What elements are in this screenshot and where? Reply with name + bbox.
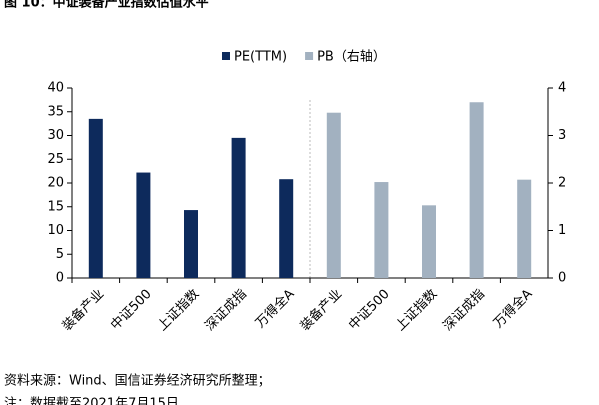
x-tick-label: 装备产业	[59, 286, 107, 334]
bar	[136, 172, 151, 278]
x-tick-label: 深证成指	[441, 287, 488, 334]
x-tick-label: 上证指数	[155, 287, 202, 334]
x-tick-label: 中证500	[346, 287, 393, 334]
legend-label: PB（右轴）	[317, 50, 386, 65]
y2-tick-label: 1	[558, 223, 566, 238]
legend-swatch	[222, 52, 230, 60]
x-tick-label: 装备产业	[297, 286, 345, 334]
y-tick-label: 15	[47, 199, 64, 214]
y-tick-label: 35	[47, 104, 64, 119]
y2-tick-label: 4	[558, 81, 566, 96]
bar	[88, 118, 103, 278]
bar	[374, 182, 389, 278]
x-tick-label: 上证指数	[393, 287, 440, 334]
y-tick-label: 20	[47, 176, 64, 191]
y2-tick-label: 3	[558, 128, 566, 143]
y-tick-label: 40	[47, 81, 64, 96]
note: 注：数据截至2021年7月15日	[4, 397, 179, 405]
chart-title: 图 10：中证装备产业指数估值水平	[4, 0, 209, 11]
bar	[279, 179, 294, 278]
x-tick-label: 万得全A	[252, 286, 297, 331]
y2-tick-label: 2	[558, 176, 566, 191]
bar	[326, 112, 341, 278]
bar	[184, 210, 198, 278]
y-tick-label: 30	[47, 128, 64, 143]
y-tick-label: 5	[56, 247, 64, 262]
bar	[517, 179, 532, 278]
bar	[469, 102, 484, 278]
legend-label: PE(TTM)	[234, 50, 287, 65]
y-tick-label: 0	[56, 271, 64, 286]
x-tick-label: 深证成指	[203, 287, 250, 334]
y2-tick-label: 0	[558, 271, 566, 286]
x-tick-label: 中证500	[108, 287, 155, 334]
legend-swatch	[305, 52, 314, 60]
y-tick-label: 25	[47, 152, 64, 167]
y-tick-label: 10	[47, 223, 64, 238]
bar	[231, 137, 246, 278]
bar	[422, 205, 436, 278]
x-tick-label: 万得全A	[490, 286, 535, 331]
source: 资料来源：Wind、国信证券经济研究所整理；	[4, 373, 271, 389]
